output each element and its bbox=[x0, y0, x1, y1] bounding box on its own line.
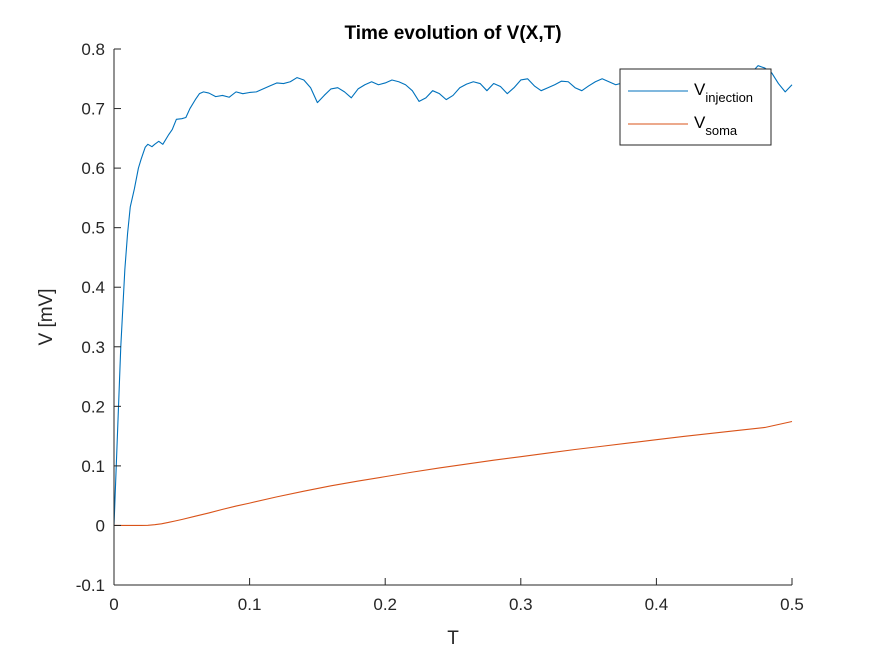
legend-label-soma: Vsoma bbox=[694, 113, 738, 138]
y-tick-label: 0 bbox=[96, 516, 105, 535]
y-tick-label: 0.7 bbox=[81, 100, 105, 119]
x-tick-label: 0.5 bbox=[780, 595, 804, 614]
legend-label-injection: Vinjection bbox=[694, 80, 753, 105]
y-ticks: -0.1 0 0.1 0.2 0.3 0.4 0.5 0.6 0.7 0.8 bbox=[76, 40, 121, 595]
x-tick-label: 0 bbox=[109, 595, 118, 614]
legend-entry-injection: Vinjection bbox=[628, 80, 753, 105]
legend-entry-soma: Vsoma bbox=[628, 113, 738, 138]
y-tick-label: 0.8 bbox=[81, 40, 105, 59]
legend-label-injection-sub: injection bbox=[705, 90, 753, 105]
y-tick-label: 0.4 bbox=[81, 278, 105, 297]
y-tick-label: 0.6 bbox=[81, 159, 105, 178]
legend: Vinjection Vsoma bbox=[619, 68, 772, 146]
y-tick-label: 0.5 bbox=[81, 219, 105, 238]
y-tick-label: -0.1 bbox=[76, 576, 105, 595]
x-tick-label: 0.3 bbox=[509, 595, 533, 614]
series-line-soma bbox=[114, 420, 793, 526]
y-tick-label: 0.3 bbox=[81, 338, 105, 357]
legend-label-soma-sub: soma bbox=[705, 123, 738, 138]
x-tick-label: 0.4 bbox=[645, 595, 669, 614]
x-ticks: 0 0.1 0.2 0.3 0.4 0.5 bbox=[109, 578, 804, 614]
x-axis-label: T bbox=[447, 628, 459, 649]
y-tick-label: 0.1 bbox=[81, 457, 105, 476]
x-tick-label: 0.2 bbox=[373, 595, 397, 614]
legend-label-injection-main: V bbox=[694, 80, 706, 99]
chart-title: Time evolution of V(X,T) bbox=[344, 23, 561, 44]
y-tick-label: 0.2 bbox=[81, 397, 105, 416]
legend-label-soma-main: V bbox=[694, 113, 706, 132]
y-axis-label: V [mV] bbox=[36, 288, 57, 345]
legend-box bbox=[619, 68, 772, 146]
x-tick-label: 0.1 bbox=[238, 595, 262, 614]
